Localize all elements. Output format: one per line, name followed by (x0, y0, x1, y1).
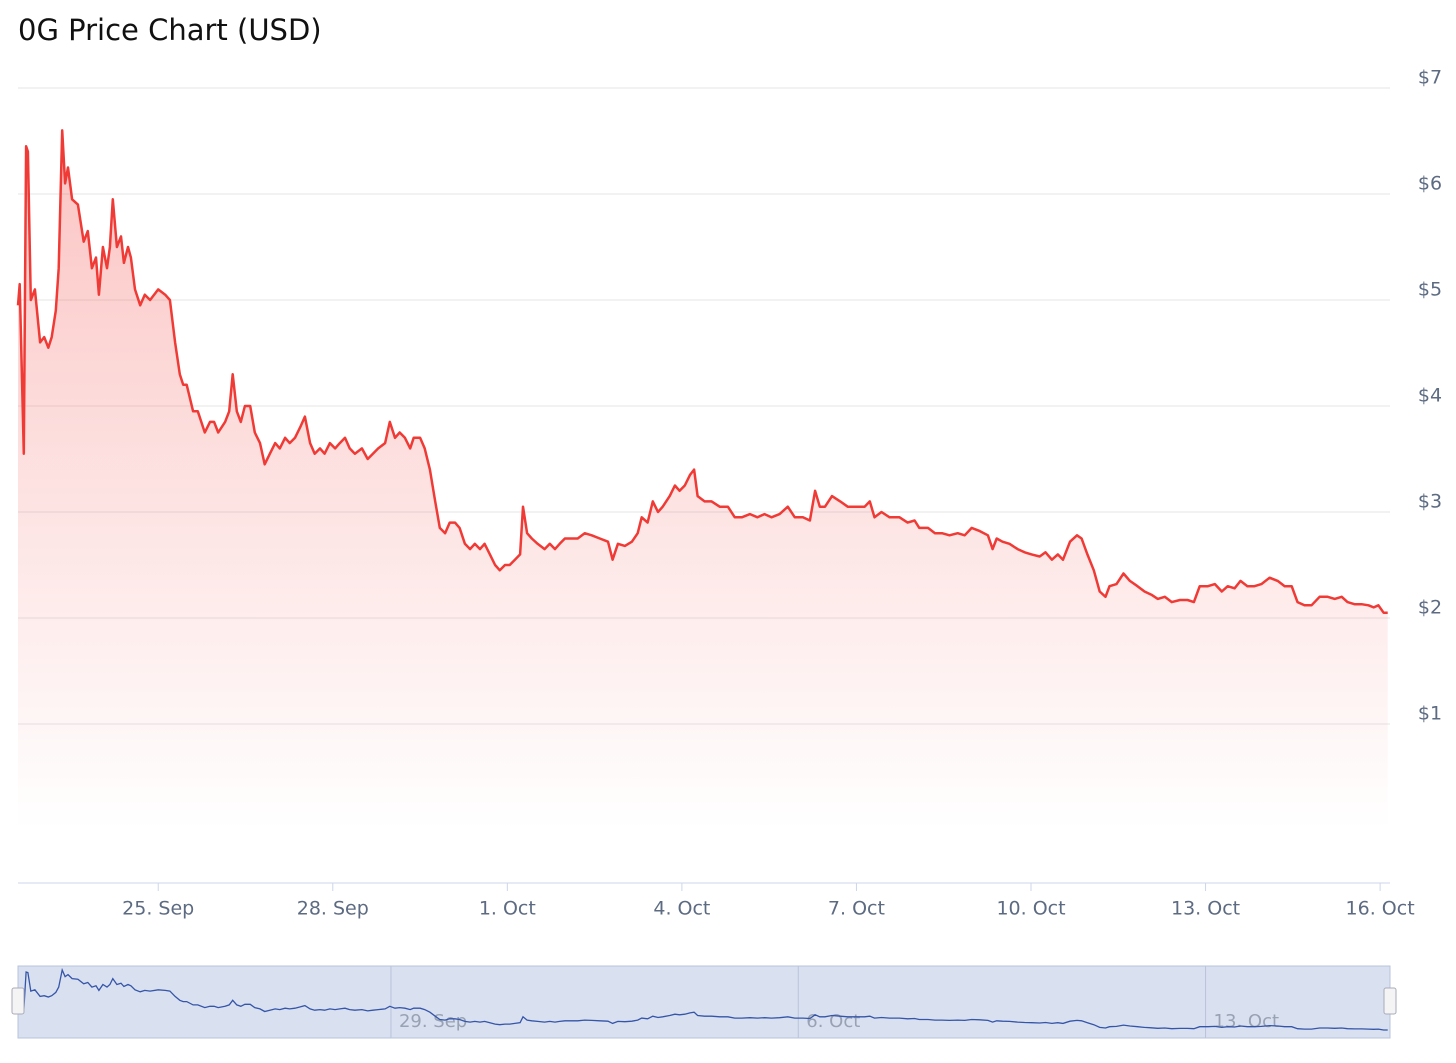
navigator-tick-label: 29. Sep (399, 1011, 467, 1032)
x-tick-label: 4. Oct (653, 898, 710, 920)
y-tick-label: $6 (1418, 173, 1442, 195)
y-tick-label: $4 (1418, 385, 1442, 407)
navigator-handle[interactable] (1383, 987, 1397, 1015)
navigator-mask (17, 965, 1391, 1039)
x-tick-label: 13. Oct (1171, 898, 1240, 920)
chart-title: 0G Price Chart (USD) (18, 13, 322, 47)
y-tick-label: $2 (1418, 597, 1442, 619)
y-tick-label: $7 (1418, 67, 1442, 89)
navigator-tick-label: 6. Oct (806, 1011, 860, 1032)
x-tick-label: 25. Sep (122, 898, 194, 920)
price-line (16, 129, 1388, 614)
x-tick-label: 16. Oct (1346, 898, 1415, 920)
x-tick-label: 28. Sep (297, 898, 369, 920)
navigator-tick-label: 13. Oct (1214, 1011, 1279, 1032)
area (18, 130, 1388, 830)
x-tick-label: 7. Oct (828, 898, 885, 920)
x-tick-label: 1. Oct (479, 898, 536, 920)
navigator-line (17, 967, 1388, 1031)
navigator-handle[interactable] (11, 987, 25, 1015)
y-tick-label: $1 (1418, 703, 1442, 725)
x-tick-label: 10. Oct (996, 898, 1065, 920)
y-tick-label: $5 (1418, 279, 1442, 301)
y-tick-label: $3 (1418, 491, 1442, 513)
